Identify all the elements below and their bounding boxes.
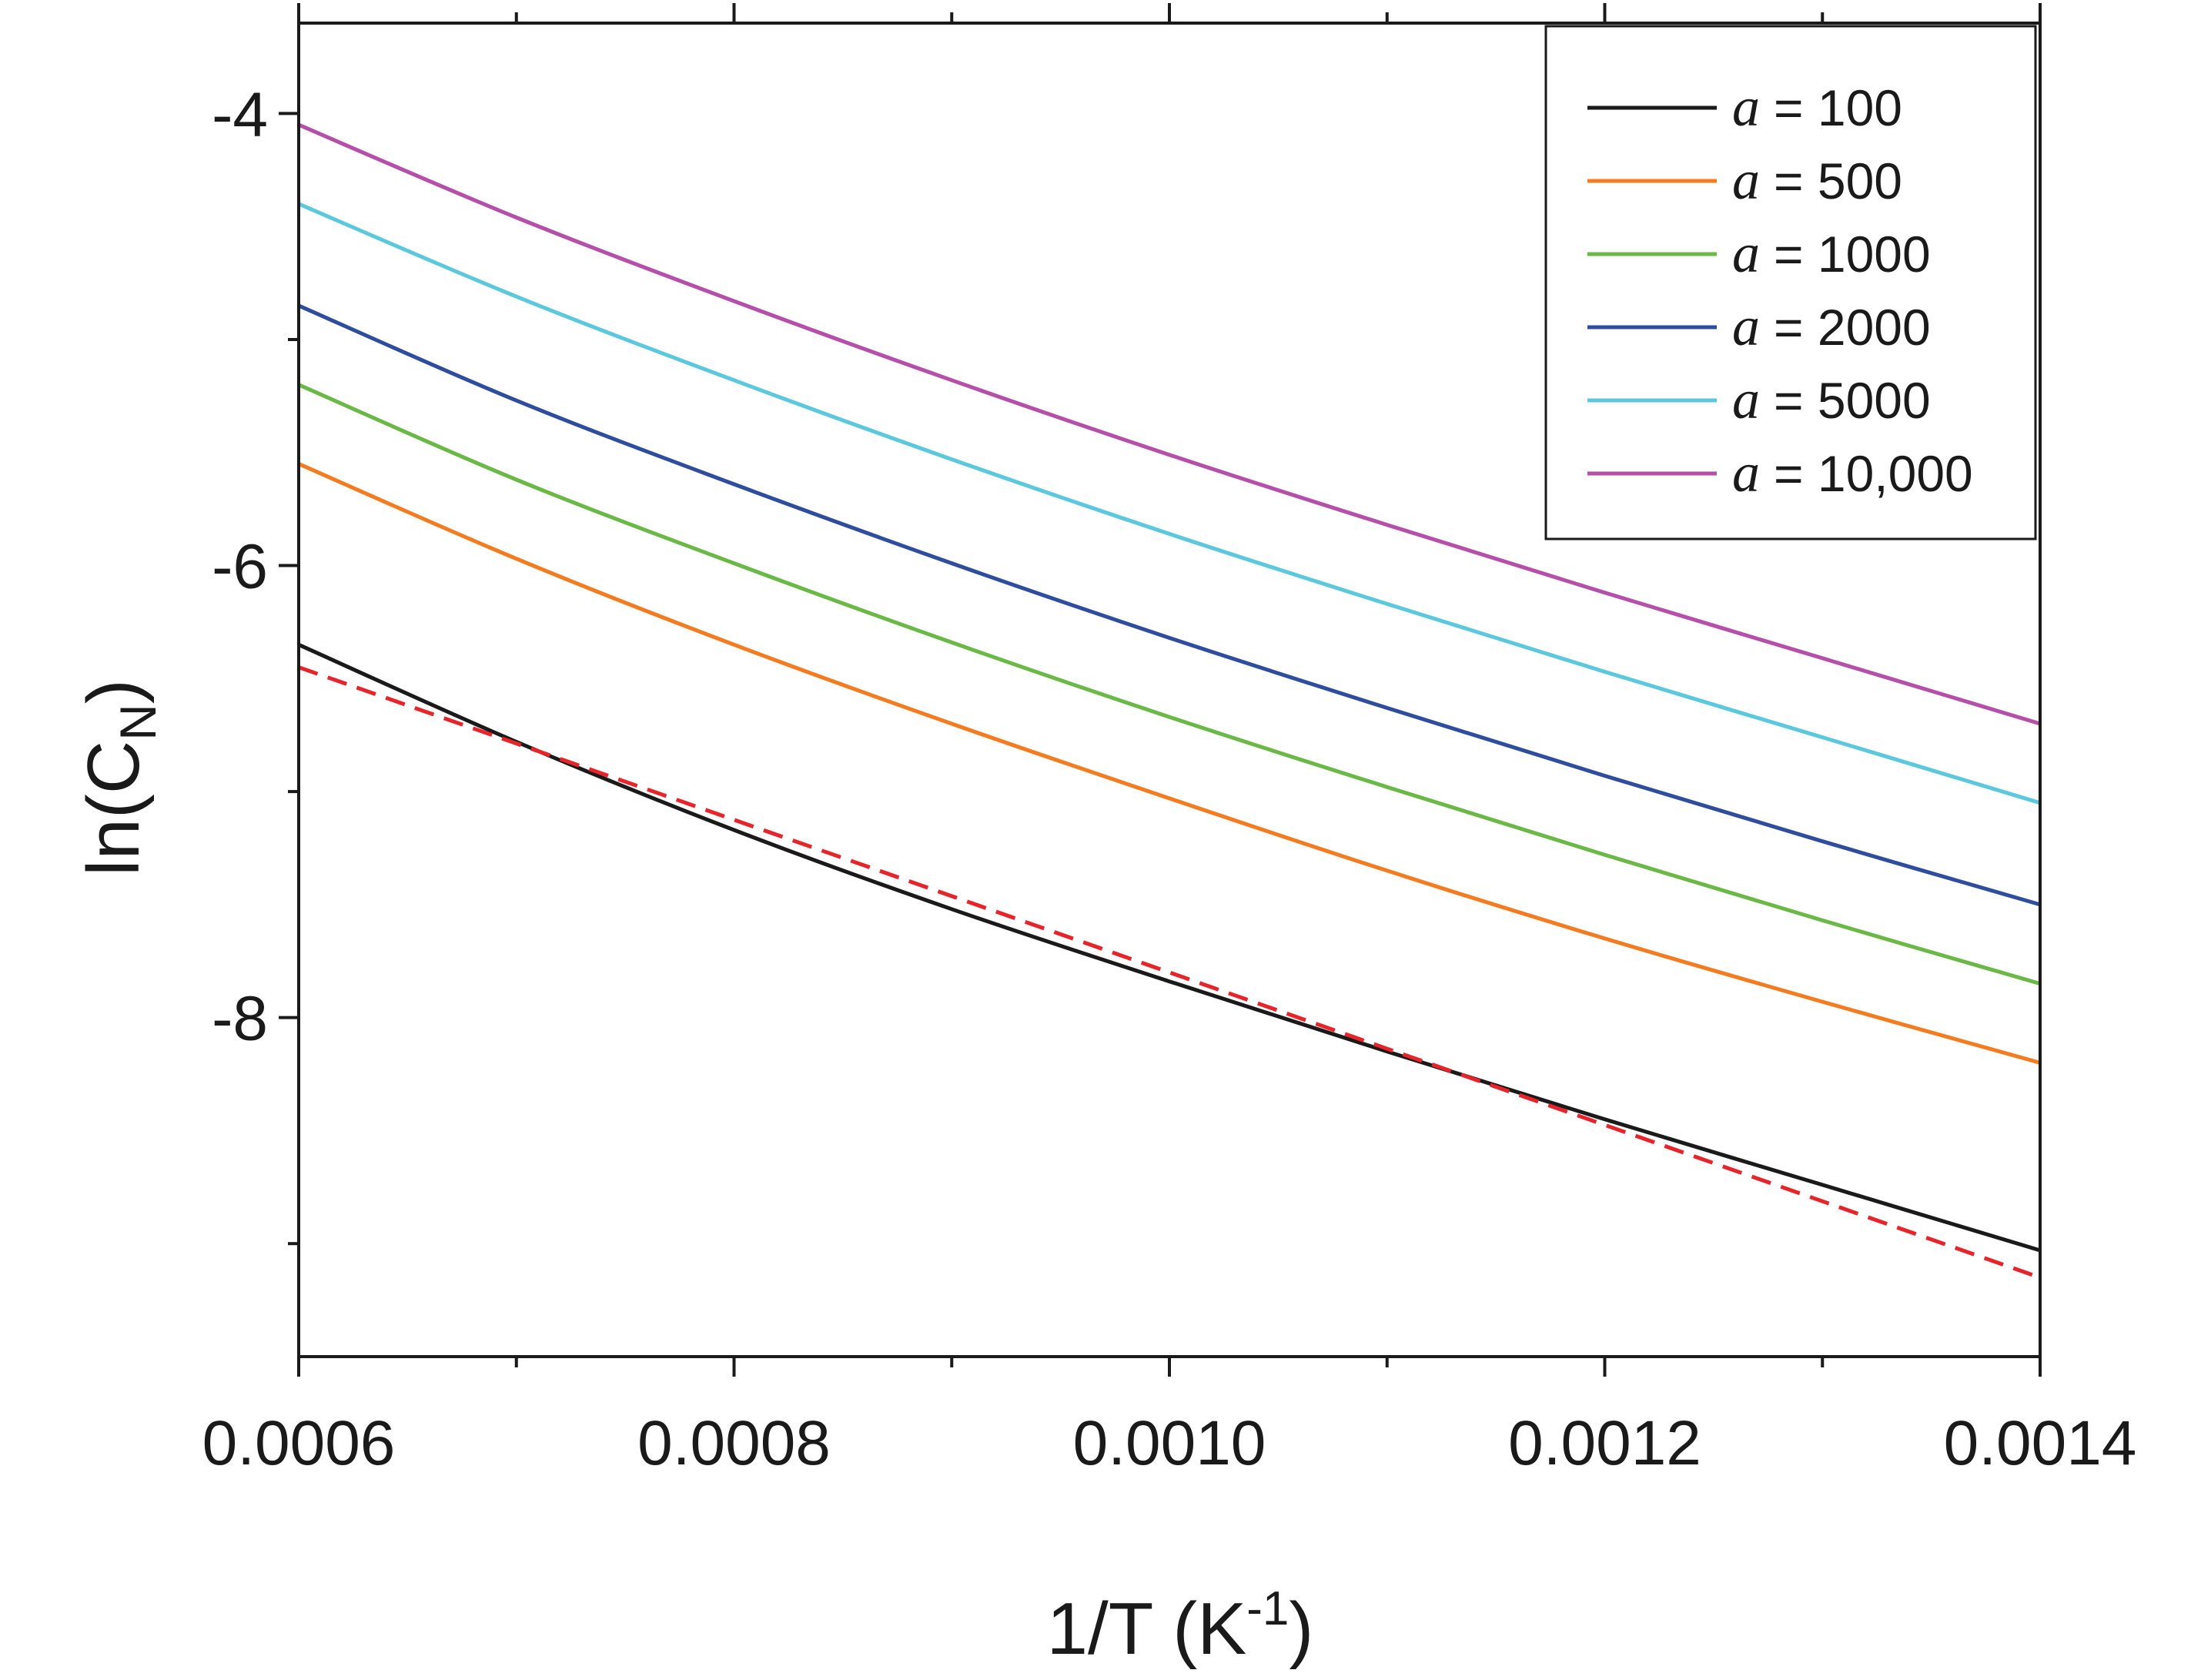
series-layer bbox=[297, 122, 2041, 1280]
legend-label-4: a = 5000 bbox=[1732, 369, 1931, 430]
legend-label-3: a = 2000 bbox=[1732, 296, 1931, 357]
legend-label-value-0: = 100 bbox=[1774, 79, 1902, 136]
series-line-5 bbox=[298, 122, 2041, 726]
x-axis-title-sup: -1 bbox=[1246, 1582, 1289, 1635]
x-tick-label-3: 0.0012 bbox=[1508, 1408, 1701, 1478]
legend-label-var-3: a bbox=[1732, 296, 1760, 357]
legend-label-var-4: a bbox=[1732, 369, 1760, 430]
x-axis-title-close: ) bbox=[1289, 1588, 1313, 1670]
y-tick-label-2: -8 bbox=[212, 984, 268, 1054]
legend-label-var-0: a bbox=[1732, 76, 1760, 138]
series-line-2 bbox=[298, 383, 2041, 986]
y-tick-label-1: -6 bbox=[212, 532, 268, 602]
y-tick-label-0: -4 bbox=[212, 79, 268, 149]
legend-label-5: a = 10,000 bbox=[1732, 442, 1973, 504]
x-tick-label-4: 0.0014 bbox=[1944, 1408, 2137, 1478]
labels-layer: 0.0006 0.0008 0.0010 0.0012 0.0014 -4 -6 -8 bbox=[202, 79, 2137, 1478]
series-line-4 bbox=[298, 202, 2041, 805]
x-axis-title: 1/T (K-1) bbox=[1047, 1582, 1314, 1670]
legend-label-var-5: a bbox=[1732, 442, 1760, 504]
ticks-layer bbox=[279, 3, 2042, 1377]
series-line-1 bbox=[297, 462, 2041, 1065]
x-tick-label-2: 0.0010 bbox=[1073, 1408, 1266, 1478]
y-axis-title-base: ln(C bbox=[72, 741, 155, 876]
legend-label-1: a = 500 bbox=[1732, 149, 1902, 211]
x-axis-title-base: 1/T (K bbox=[1047, 1588, 1247, 1670]
legend-label-0: a = 100 bbox=[1732, 76, 1902, 138]
legend-box bbox=[1544, 25, 2037, 540]
legend-label-var-1: a bbox=[1732, 149, 1760, 211]
y-axis-title-sub: N bbox=[109, 704, 166, 741]
legend-label-value-5: = 10,000 bbox=[1774, 445, 1973, 502]
y-axis-title-close: ) bbox=[72, 679, 155, 704]
legend-label-value-4: = 5000 bbox=[1774, 372, 1931, 429]
legend-label-var-2: a bbox=[1732, 223, 1760, 284]
y-axis-title: ln(CN) bbox=[72, 679, 166, 876]
series-line-0 bbox=[297, 643, 2041, 1253]
x-tick-label-1: 0.0008 bbox=[637, 1408, 831, 1478]
series-line-6 bbox=[298, 665, 2041, 1280]
legend-label-value-3: = 2000 bbox=[1774, 299, 1931, 356]
legend-label-value-1: = 500 bbox=[1774, 152, 1902, 209]
legend-label-2: a = 1000 bbox=[1732, 223, 1931, 284]
x-tick-label-0: 0.0006 bbox=[202, 1408, 396, 1478]
series-line-3 bbox=[297, 303, 2041, 907]
legend-label-value-2: = 1000 bbox=[1774, 226, 1931, 283]
